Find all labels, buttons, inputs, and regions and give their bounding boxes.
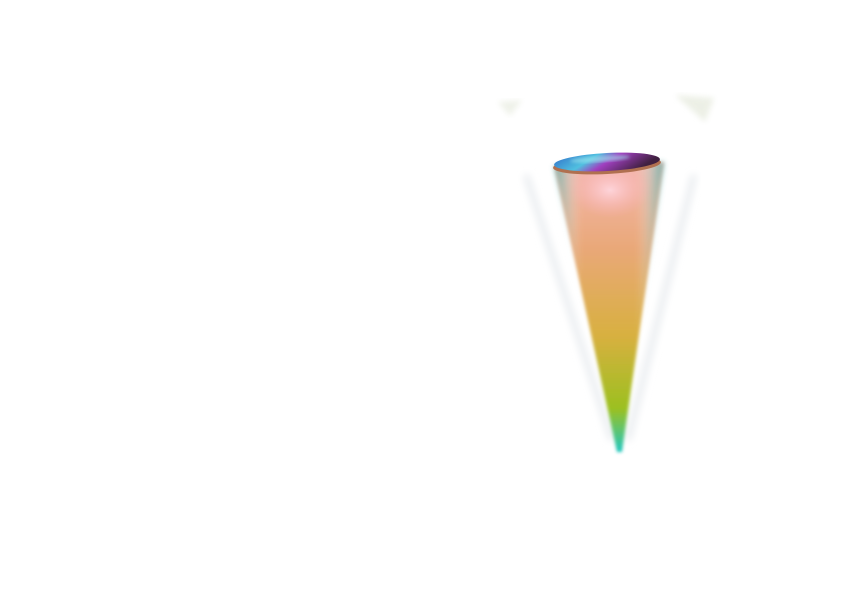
- ghost-shape-left: [498, 100, 522, 116]
- ghost-shape-right: [675, 95, 714, 122]
- disc-sheen: [570, 155, 630, 163]
- cone-highlight: [570, 162, 650, 218]
- ghost-edge-right: [625, 174, 697, 441]
- ghost-edge-left: [523, 174, 615, 441]
- cone-top-disc: [554, 152, 660, 172]
- cone-edge-shading: [554, 162, 664, 452]
